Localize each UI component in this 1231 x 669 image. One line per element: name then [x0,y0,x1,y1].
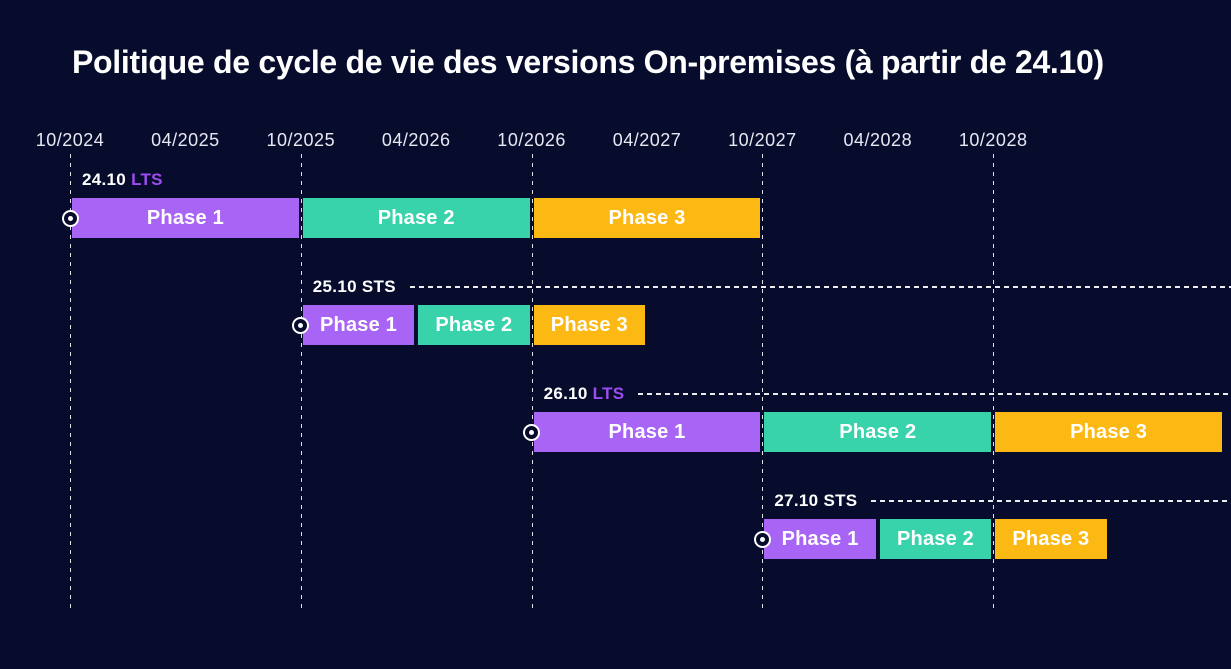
axis-tick-label: 10/2025 [266,130,336,150]
axis-tick-label: 04/2028 [843,130,913,150]
gridline-vertical [531,154,533,612]
phase-bar-label: Phase 3 [1070,420,1148,443]
axis-tick-label: 10/2027 [728,130,797,150]
phase-bar-label: Phase 1 [319,313,397,336]
version-label: 25.10 STS [313,277,396,297]
release-label-line: 27.10 STS [774,491,1231,511]
leader-dashed-line [871,500,1231,502]
channel-badge: STS [823,491,858,510]
start-marker-dot [529,429,535,435]
axis-tick-label: 04/2026 [381,130,451,150]
start-marker-dot [759,536,765,542]
phase-bar-label: Phase 2 [377,206,455,229]
phase-bar-1: Phase 1 [764,519,876,559]
phase-bar-2: Phase 2 [418,305,530,345]
axis-tick-label: 10/2024 [35,130,105,150]
phase-bar-label: Phase 1 [146,206,224,229]
phase-bar-label: Phase 1 [608,420,686,443]
start-marker-dot [298,322,304,328]
gridline-vertical [300,154,302,612]
phase-bar-label: Phase 2 [839,420,917,443]
phase-bar-1: Phase 1 [302,305,415,345]
phase-bar-3: Phase 3 [533,305,645,345]
phase-bar-2: Phase 2 [879,519,992,559]
phase-bar-1: Phase 1 [72,198,299,238]
channel-badge: LTS [131,170,163,189]
version-number: 26.10 [543,384,593,403]
gridline-vertical [70,154,71,612]
phase-bar-3: Phase 3 [995,412,1222,452]
version-label: 26.10 LTS [544,384,625,404]
axis-tick-label: 10/2028 [958,130,1028,150]
start-marker-icon [61,209,79,227]
phase-bar-3: Phase 3 [533,198,761,238]
leader-dashed-line [409,286,1231,288]
version-label: 24.10 LTS [82,170,163,190]
gridline-vertical [993,154,995,612]
version-label: 27.10 STS [774,491,857,511]
channel-badge: STS [361,277,396,296]
phase-bar-label: Phase 1 [781,527,859,550]
phase-bar-label: Phase 3 [1012,527,1090,550]
release-label-line: 24.10 LTS [82,170,1231,190]
axis-tick-label: 04/2025 [151,130,220,150]
phase-bar-2: Phase 2 [302,198,530,238]
gridline-vertical [762,154,764,612]
leader-dashed-line [638,393,1231,395]
phase-bar-3: Phase 3 [995,519,1107,559]
release-label-line: 26.10 LTS [544,384,1231,404]
release-label-line: 25.10 STS [313,277,1231,297]
phase-bar-label: Phase 3 [550,313,628,336]
start-marker-icon [753,530,771,548]
start-marker-dot [67,215,73,221]
version-number: 27.10 [774,491,824,510]
axis-tick-label: 04/2027 [612,130,682,150]
version-number: 25.10 [312,277,362,296]
phase-bar-label: Phase 2 [896,527,974,550]
axis-tick-label: 10/2026 [497,130,566,150]
phase-bar-1: Phase 1 [533,412,761,452]
start-marker-icon [292,316,310,334]
phase-bar-label: Phase 3 [608,206,686,229]
version-number: 24.10 [82,170,132,189]
phase-bar-2: Phase 2 [764,412,992,452]
channel-badge: LTS [592,384,625,403]
start-marker-icon [523,423,541,441]
chart-title: Politique de cycle de vie des versions O… [72,44,1104,80]
phase-bar-label: Phase 2 [435,313,513,336]
